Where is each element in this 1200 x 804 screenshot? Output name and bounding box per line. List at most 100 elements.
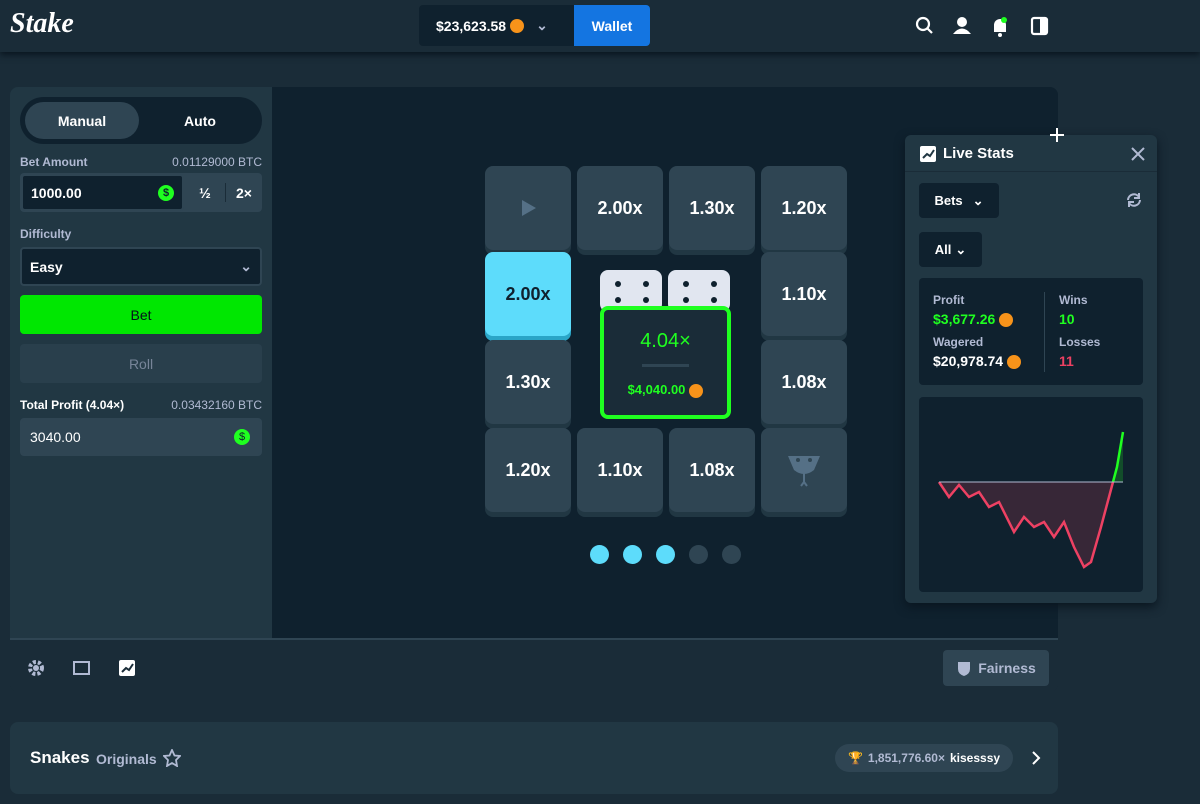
tile: 1.20x [761, 166, 847, 250]
btc-icon [510, 18, 525, 33]
header: Stake $23,623.58 ⌄ Wallet [0, 0, 1200, 52]
divider [225, 183, 226, 202]
stats-box: Profit $3,677.26 Wagered $20,978.74 Wins… [919, 278, 1143, 385]
wallet-button[interactable]: Wallet [574, 5, 650, 46]
difficulty-label: Difficulty [20, 227, 72, 241]
usd-icon: $ [158, 184, 174, 201]
expand-button[interactable] [1030, 751, 1042, 765]
progress-dot [623, 545, 642, 564]
profit-chart [919, 397, 1143, 592]
difficulty-value: Easy [30, 258, 63, 275]
snake-icon [788, 456, 820, 487]
fairness-text: Fairness [978, 660, 1036, 676]
bet-amount-btc: 0.01129000 BTC [172, 155, 262, 169]
profit-label: Profit [933, 293, 965, 307]
settings-icon[interactable] [28, 660, 44, 676]
top-player: kisesssy [949, 751, 1001, 765]
close-button[interactable] [1131, 147, 1145, 161]
refresh-button[interactable] [1125, 191, 1143, 209]
tile: 1.30x [485, 340, 571, 424]
total-profit-btc: 0.03432160 BTC [171, 398, 262, 412]
start-tile [485, 166, 571, 250]
tile: 1.10x [577, 428, 663, 512]
chevron: ⌄ [955, 241, 967, 257]
stats-icon[interactable] [119, 660, 135, 676]
wagered: $20,978.74 [933, 353, 1022, 370]
live-stats-title: Live Stats [943, 145, 1014, 162]
divider [642, 364, 689, 367]
trophy-icon: 🏆 [847, 751, 863, 765]
wagered-label: Wagered [933, 335, 984, 349]
stats-icon [920, 146, 936, 162]
notifications-icon[interactable] [994, 17, 1007, 37]
bet-amount-value: 1000.00 [31, 184, 82, 201]
balance-text: $23,623.58 [436, 17, 507, 34]
sidebar-toggle[interactable] [1030, 16, 1049, 36]
tile: 1.30x [669, 166, 755, 250]
btc-icon [999, 313, 1014, 328]
shield-icon [958, 662, 971, 676]
btc-icon [1007, 355, 1022, 370]
game-name: Snakes [30, 748, 90, 767]
chevron: ⌄ [536, 17, 548, 33]
theatre-icon[interactable] [73, 661, 90, 675]
bet-button[interactable]: Bet [20, 295, 262, 334]
losses-value: 11 [1059, 353, 1074, 369]
difficulty-select[interactable]: Easy ⌄ [20, 247, 262, 286]
mode-tabs: Manual Auto [20, 97, 262, 144]
total-profit-field: 3040.00 $ [20, 418, 262, 456]
bet-amount-input[interactable]: 1000.00 $ [21, 174, 184, 211]
losses-label: Losses [1059, 335, 1101, 349]
result-payout: $4,040.00 [604, 382, 727, 398]
bets-dropdown[interactable]: Bets ⌄ [919, 183, 999, 218]
game-category: Originals [96, 751, 157, 767]
bet-amount-group: 1000.00 $ ½ 2× [20, 173, 262, 212]
double-button[interactable]: 2× [236, 184, 252, 201]
play-icon [522, 200, 536, 216]
auto-tab[interactable]: Auto [184, 112, 216, 129]
wins-label: Wins [1059, 293, 1088, 307]
footer-icons [28, 660, 135, 676]
wins-value: 10 [1059, 311, 1075, 327]
live-stats-panel: Live Stats Bets ⌄ All ⌄ Profit $3,677.26 W… [905, 128, 1157, 603]
profit: $3,677.26 [933, 311, 1014, 328]
search-icon[interactable] [915, 16, 933, 34]
bet-sidebar: Manual Auto Bet Amount 0.01129000 BTC 10… [10, 87, 272, 638]
divider [1044, 292, 1045, 372]
bets-text: Bets [934, 193, 963, 208]
wagered-value: $20,978.74 [933, 353, 1004, 369]
progress-dot [590, 545, 609, 564]
roll-button[interactable]: Roll [20, 344, 262, 383]
profit-value: $3,677.26 [933, 311, 996, 327]
header-icons [915, 16, 1049, 37]
tile: 1.20x [485, 428, 571, 512]
usd-icon: $ [234, 429, 250, 445]
half-button[interactable]: ½ [199, 184, 211, 201]
logo[interactable]: Stake [10, 8, 74, 39]
dice [600, 270, 730, 312]
btc-icon [689, 383, 704, 398]
tile: 1.10x [761, 252, 847, 336]
chevron: ⌄ [240, 258, 252, 274]
tile: 1.08x [669, 428, 755, 512]
payout-value: $4,040.00 [627, 382, 686, 397]
tile: 2.00x [577, 166, 663, 250]
active-tile: 2.00x [485, 252, 571, 336]
manual-tab[interactable]: Manual [25, 102, 139, 139]
drag-handle[interactable] [1050, 128, 1064, 142]
bet-amount-label: Bet Amount [20, 155, 88, 169]
fairness-button[interactable]: Fairness [943, 650, 1049, 686]
result-card: 4.04× $4,040.00 [600, 306, 731, 419]
progress-dot [656, 545, 675, 564]
total-profit-value: 3040.00 [30, 429, 81, 445]
result-multiplier: 4.04× [640, 330, 691, 352]
top-win-badge[interactable]: 🏆 1,851,776.60× kisesssy [835, 744, 1013, 772]
progress-dot [689, 545, 708, 564]
balance[interactable]: $23,623.58 ⌄ [419, 5, 575, 46]
filter-dropdown[interactable]: All ⌄ [919, 232, 982, 267]
top-multiplier: 1,851,776.60× [867, 751, 945, 765]
game-footer: Fairness [10, 638, 1058, 692]
user-icon[interactable] [953, 17, 971, 34]
favorite-button[interactable] [163, 749, 181, 767]
